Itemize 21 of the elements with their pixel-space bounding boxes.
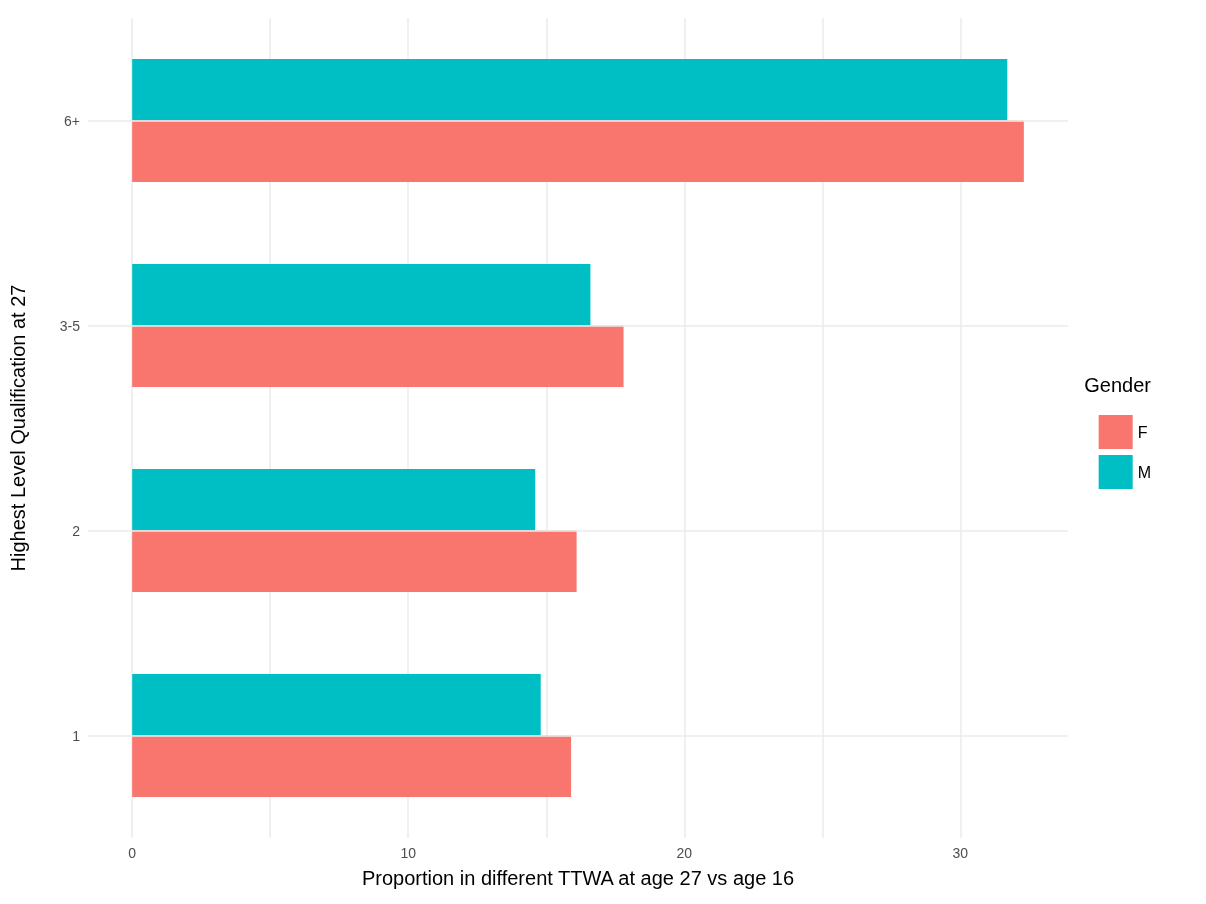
y-tick-label: 3-5 — [59, 317, 81, 334]
bar — [132, 530, 577, 592]
x-axis-title: Proportion in different TTWA at age 27 vs age 16 — [361, 867, 795, 889]
bar — [132, 674, 541, 736]
bar — [132, 469, 536, 531]
bar — [132, 264, 591, 326]
x-tick-label: 20 — [676, 845, 693, 861]
y-axis-title: Highest Level Qualification at 27 — [7, 284, 29, 572]
y-tick-label: 6+ — [64, 112, 80, 129]
bar — [132, 325, 624, 387]
x-tick-label: 0 — [128, 845, 137, 861]
legend-label: M — [1137, 463, 1151, 481]
y-tick-label: 1 — [72, 727, 81, 744]
legend-label: F — [1137, 423, 1148, 441]
bar — [132, 735, 572, 797]
bar — [132, 120, 1024, 182]
x-tick-label: 10 — [400, 845, 417, 861]
x-tick-label: 30 — [952, 845, 969, 861]
y-tick-label: 2 — [72, 522, 81, 539]
bar — [132, 59, 1008, 121]
legend-title: Gender — [1084, 374, 1152, 396]
